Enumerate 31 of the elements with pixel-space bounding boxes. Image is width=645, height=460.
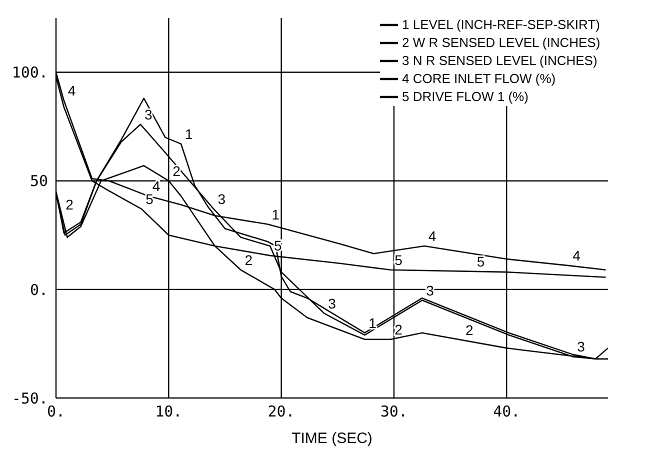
annotation: 1	[272, 206, 280, 222]
y-tick-label: 0.	[30, 280, 48, 299]
annotation: 5	[476, 253, 485, 270]
y-tick-label: 100.	[12, 64, 48, 82]
x-tick-label: 40.	[493, 402, 520, 421]
annotation: 5	[394, 252, 403, 268]
annotation: 2	[66, 196, 74, 213]
annotation: 4	[68, 82, 76, 99]
x-tick-label: 20.	[268, 402, 295, 421]
legend-label: 2 W R SENSED LEVEL (INCHES)	[402, 35, 600, 50]
annotation: 4	[428, 228, 436, 244]
x-tick-label: 10.	[155, 402, 182, 421]
y-tick-label: 50	[30, 172, 48, 190]
annotation: 2	[394, 321, 403, 338]
annotation: 3	[328, 295, 336, 312]
x-tick-label: 0.	[46, 402, 66, 421]
x-tick-label: 30.	[380, 402, 408, 421]
x-axis-title: TIME (SEC)	[292, 430, 372, 447]
legend-label: 4 CORE INLET FLOW (%)	[402, 71, 556, 86]
annotation: 2	[244, 252, 253, 268]
legend-label: 1 LEVEL (INCH-REF-SEP-SKIRT)	[402, 17, 600, 32]
y-tick-label: -50.	[12, 389, 48, 408]
annotation: 2	[466, 322, 474, 338]
annotation: 3	[144, 106, 152, 122]
annotation: 1	[185, 126, 194, 142]
annotation: 4	[152, 178, 160, 194]
annotation: 4	[572, 248, 581, 264]
legend-label: 5 DRIVE FLOW 1 (%)	[402, 89, 528, 104]
legend-label: 3 N R SENSED LEVEL (INCHES)	[402, 53, 598, 68]
annotation: 3	[577, 338, 586, 355]
annotation: 3	[218, 191, 226, 208]
